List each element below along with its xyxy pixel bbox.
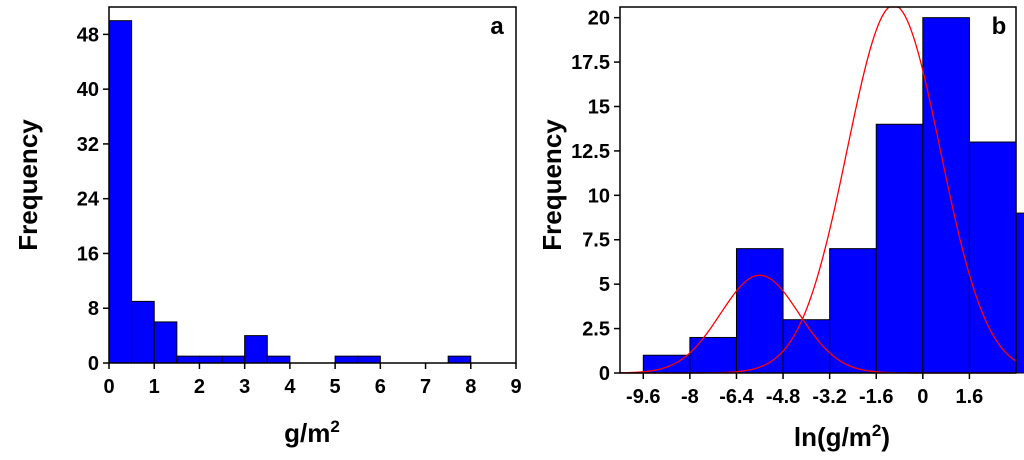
- y-tick-label: 40: [77, 79, 99, 101]
- x-tick-label: 9: [510, 376, 521, 398]
- y-tick-label: 0: [599, 363, 610, 385]
- histogram-a-bar-1: [131, 300, 155, 364]
- x-tick-label: -3.2: [812, 386, 846, 408]
- histogram-a-bar-10: [334, 355, 359, 364]
- histogram-a-bar-5: [221, 355, 246, 364]
- histogram-a-bar-11: [357, 355, 381, 364]
- histogram-b-bars: [642, 17, 1024, 374]
- y-tick-label: 32: [77, 134, 99, 156]
- x-tick-label: 6: [375, 376, 386, 398]
- histogram-a-bar-4: [198, 355, 223, 364]
- histogram-a-bar-7: [266, 355, 291, 364]
- x-axis-title-text: ln(g/m: [794, 422, 872, 452]
- x-tick-label: 5: [330, 376, 341, 398]
- histogram-b-bar-4: [829, 248, 877, 374]
- x-axis-title-suffix: ): [881, 422, 890, 452]
- y-tick-label: 17.5: [571, 52, 610, 74]
- histogram-b-x-axis: -9.6 -8 -6.4 -4.8 -3.2 -1.6 0 1.6: [626, 373, 983, 408]
- y-tick-label: 10: [588, 185, 610, 207]
- x-tick-label: -9.6: [626, 386, 660, 408]
- histogram-b-bar-2: [735, 248, 784, 374]
- histogram-b-bar-1: [689, 336, 737, 374]
- y-tick-label: 15: [588, 96, 610, 118]
- histogram-a-bar-3: [176, 355, 200, 364]
- histogram-b-bar-8: [1015, 212, 1024, 374]
- histogram-a-bar-2: [153, 321, 178, 364]
- histogram-b-x-axis-title: ln(g/m2): [794, 421, 890, 452]
- x-tick-label: 0: [917, 386, 928, 408]
- histogram-b-bar-5: [875, 123, 924, 374]
- x-axis-title-superscript: 2: [872, 421, 881, 440]
- x-tick-label: 7: [420, 376, 431, 398]
- histogram-b-bar-6: [922, 17, 970, 374]
- x-tick-label: 1: [149, 376, 160, 398]
- y-tick-label: 5: [599, 274, 610, 296]
- histogram-b-frame: [619, 6, 1017, 374]
- x-axis-title-superscript: 2: [330, 417, 339, 436]
- histogram-panel-b: -9.6 -8 -6.4 -4.8 -3.2 -1.6 0 1.6 0 2.5 5 7.5 10 12.…: [537, 6, 1024, 452]
- histogram-a-bar-0: [108, 20, 133, 364]
- y-tick-label: 0: [88, 353, 99, 375]
- panel-label-b: b: [992, 13, 1007, 40]
- histogram-a-x-axis: 0 1 2 3 4 5 6 7 8 9: [103, 363, 522, 398]
- histogram-a-bar-15: [447, 355, 472, 364]
- y-tick-label: 2.5: [582, 319, 610, 341]
- x-tick-label: 4: [284, 376, 296, 398]
- x-axis-title-text: g/m: [284, 418, 330, 448]
- histogram-b-bar-7: [968, 141, 1017, 374]
- y-tick-label: 12.5: [571, 141, 610, 163]
- x-tick-label: 2: [194, 376, 205, 398]
- histogram-b-y-axis-title: Frequency: [537, 119, 567, 251]
- histogram-a-y-axis: 0 8 16 24 32 40 48: [77, 24, 109, 375]
- histogram-a-frame: [108, 6, 517, 364]
- x-tick-label: -1.6: [859, 386, 893, 408]
- x-tick-label: -4.8: [766, 386, 800, 408]
- y-tick-label: 48: [77, 24, 99, 46]
- y-tick-label: 8: [88, 298, 99, 320]
- histogram-a-y-axis-title: Frequency: [13, 119, 43, 251]
- y-tick-label: 24: [77, 189, 100, 211]
- histogram-a-bar-6: [244, 335, 268, 364]
- panel-label-a: a: [490, 13, 504, 40]
- x-tick-label: -6.4: [719, 386, 754, 408]
- histogram-b-y-axis: 0 2.5 5 7.5 10 12.5 15 17.5 20: [571, 8, 620, 385]
- x-tick-label: -8: [681, 386, 699, 408]
- histogram-a-bars: [108, 20, 472, 364]
- y-tick-label: 7.5: [582, 230, 610, 252]
- histogram-b-bar-3: [782, 319, 831, 374]
- x-tick-label: 0: [103, 376, 114, 398]
- x-tick-label: 3: [239, 376, 250, 398]
- y-tick-label: 16: [77, 243, 99, 265]
- x-tick-label: 8: [465, 376, 476, 398]
- y-tick-label: 20: [588, 8, 610, 30]
- histogram-a-x-axis-title: g/m2: [284, 417, 340, 448]
- x-tick-label: 1.6: [956, 386, 984, 408]
